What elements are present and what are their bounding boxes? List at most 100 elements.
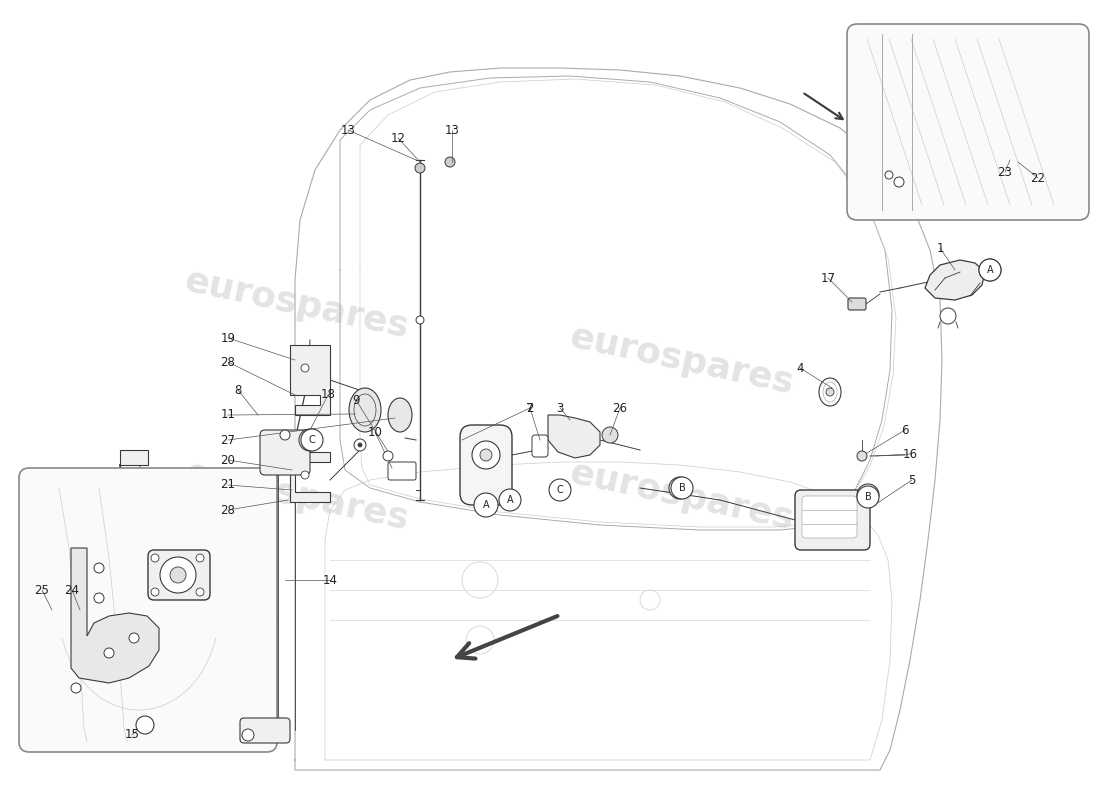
Text: 14: 14 [322,574,338,586]
Circle shape [358,443,362,447]
Circle shape [415,163,425,173]
Circle shape [383,451,393,461]
Text: 8: 8 [234,383,242,397]
Circle shape [480,449,492,461]
FancyBboxPatch shape [848,298,866,310]
Text: B: B [865,492,871,502]
Circle shape [857,486,879,508]
Circle shape [466,626,494,654]
FancyBboxPatch shape [240,718,290,743]
Text: 28: 28 [221,503,235,517]
Text: 13: 13 [444,123,460,137]
Text: 26: 26 [613,402,627,414]
Circle shape [280,430,290,440]
Circle shape [549,479,571,501]
Text: 28: 28 [221,355,235,369]
Text: eurospares: eurospares [566,320,798,400]
Text: 27: 27 [220,434,235,446]
Circle shape [940,308,956,324]
Circle shape [979,259,1001,281]
Text: 19: 19 [220,331,235,345]
Circle shape [640,590,660,610]
FancyBboxPatch shape [148,550,210,600]
Text: 20: 20 [221,454,235,466]
Circle shape [94,593,104,603]
FancyBboxPatch shape [847,24,1089,220]
Text: A: A [483,500,490,510]
Text: C: C [307,435,314,445]
FancyBboxPatch shape [795,490,870,550]
Circle shape [669,477,691,499]
Text: 21: 21 [220,478,235,491]
Text: 17: 17 [821,271,836,285]
Text: B: B [676,483,683,493]
Circle shape [129,633,139,643]
Ellipse shape [823,382,837,402]
Text: C: C [557,485,563,495]
Text: A: A [987,265,993,275]
Text: 24: 24 [65,583,79,597]
Text: 13: 13 [341,123,355,137]
Text: 12: 12 [390,131,406,145]
Circle shape [151,554,160,562]
FancyBboxPatch shape [388,462,416,480]
Text: eurospares: eurospares [566,456,798,536]
Text: 1: 1 [936,242,944,254]
Circle shape [136,716,154,734]
Ellipse shape [349,388,381,432]
Circle shape [894,177,904,187]
Text: eurospares: eurospares [182,264,412,344]
Text: 10: 10 [367,426,383,438]
Polygon shape [925,260,985,300]
Text: 7: 7 [526,402,534,414]
Circle shape [196,588,204,596]
Polygon shape [548,415,600,458]
Circle shape [170,567,186,583]
Circle shape [354,439,366,451]
Circle shape [416,316,424,324]
Text: 16: 16 [902,447,917,461]
Ellipse shape [820,378,842,406]
Text: A: A [507,495,514,505]
FancyBboxPatch shape [532,435,548,457]
Polygon shape [120,450,148,465]
Text: 15: 15 [124,729,140,742]
Text: 2: 2 [526,402,534,414]
Circle shape [857,451,867,461]
Circle shape [979,259,1001,281]
Text: eurospares: eurospares [182,456,412,536]
Text: 11: 11 [220,409,235,422]
Circle shape [602,427,618,443]
Circle shape [94,563,104,573]
Circle shape [474,493,498,517]
Circle shape [151,588,160,596]
Circle shape [72,683,81,693]
Ellipse shape [388,398,412,432]
FancyBboxPatch shape [19,468,277,752]
Text: C: C [309,435,316,445]
Text: 22: 22 [1031,171,1045,185]
Circle shape [446,157,455,167]
Polygon shape [290,452,330,502]
Circle shape [826,388,834,396]
Polygon shape [290,345,330,415]
Text: B: B [679,483,685,493]
Circle shape [196,554,204,562]
Circle shape [499,489,521,511]
Text: 3: 3 [557,402,563,414]
Text: B: B [865,490,871,500]
Ellipse shape [354,394,376,426]
Circle shape [886,171,893,179]
Circle shape [472,441,500,469]
FancyBboxPatch shape [802,496,857,538]
Circle shape [462,562,498,598]
Text: 9: 9 [352,394,360,406]
Circle shape [299,429,321,451]
Circle shape [104,648,114,658]
Circle shape [301,429,323,451]
Text: 5: 5 [909,474,915,486]
Text: 23: 23 [998,166,1012,178]
Polygon shape [72,548,160,683]
FancyBboxPatch shape [260,430,310,475]
Circle shape [671,477,693,499]
